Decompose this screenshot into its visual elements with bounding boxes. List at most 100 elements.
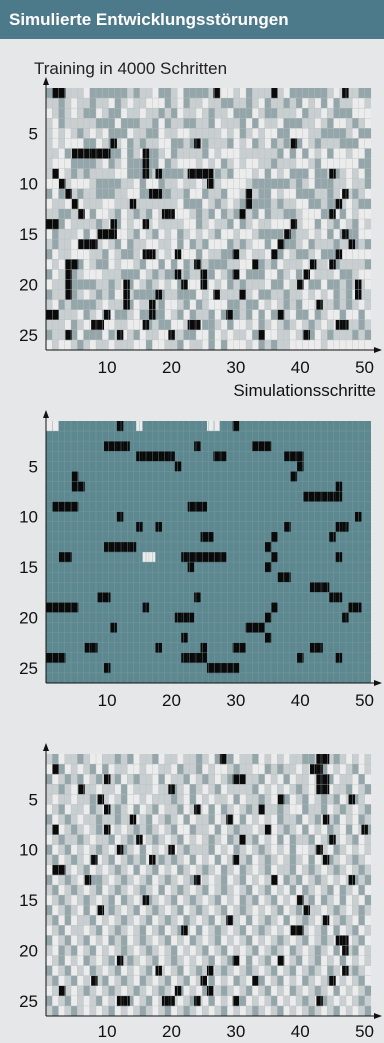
heatmap-cell — [177, 864, 184, 875]
heatmap-cell — [83, 128, 90, 139]
heatmap-cell — [108, 309, 115, 320]
heatmap-cell — [196, 754, 203, 765]
heatmap-cell — [58, 895, 65, 906]
heatmap-cell — [133, 975, 140, 986]
heatmap-cell — [283, 198, 290, 209]
heatmap-cell — [177, 854, 184, 865]
heatmap-cell — [271, 794, 278, 805]
heatmap-cell — [83, 269, 90, 280]
heatmap-cell — [202, 854, 209, 865]
heatmap-cell — [108, 88, 115, 99]
heatmap-cell — [221, 965, 228, 976]
heatmap-cell — [339, 138, 347, 149]
x-tick-label: 20 — [162, 691, 181, 710]
heatmap-cell — [283, 764, 290, 775]
heatmap-cell — [239, 309, 247, 320]
heatmap-cell — [227, 925, 234, 936]
heatmap-cell — [283, 279, 290, 290]
heatmap-cell — [77, 198, 84, 209]
heatmap-cell — [177, 128, 184, 139]
heatmap-cell — [289, 188, 297, 199]
heatmap-cell — [58, 208, 65, 220]
heatmap-cell — [114, 239, 122, 250]
heatmap-cell — [114, 188, 122, 199]
heatmap-cell — [139, 814, 147, 825]
heatmap-cell — [114, 269, 122, 280]
heatmap-cell — [77, 289, 84, 300]
heatmap-cell — [158, 925, 165, 936]
heatmap-cell — [252, 784, 259, 795]
heatmap-cell — [277, 905, 284, 916]
heatmap-cell-black — [52, 864, 59, 876]
heatmap-cell — [264, 239, 272, 250]
heatmap-cell — [233, 158, 240, 169]
heatmap-cell — [277, 1005, 284, 1017]
heatmap-cell — [58, 259, 65, 270]
heatmap-cell — [202, 985, 209, 996]
heatmap-cell — [83, 764, 90, 775]
heatmap-cell — [121, 784, 128, 795]
heatmap-cell — [127, 239, 134, 250]
heatmap-cell — [127, 188, 134, 199]
heatmap-cell — [346, 128, 353, 139]
heatmap-cell — [58, 824, 65, 835]
heatmap-cell — [46, 259, 53, 270]
heatmap-cell-black — [97, 229, 105, 240]
heatmap-cell-black — [264, 824, 272, 835]
heatmap-cell — [333, 259, 340, 270]
heatmap-cell — [258, 249, 265, 260]
heatmap-cell — [121, 208, 128, 220]
heatmap-cell-black — [110, 229, 117, 240]
heatmap-cell — [46, 995, 53, 1006]
heatmap-cell — [221, 895, 228, 906]
heatmap-cell — [339, 885, 347, 896]
heatmap-cell — [58, 219, 65, 230]
heatmap-cell — [158, 975, 165, 986]
heatmap-cell — [277, 128, 284, 139]
heatmap-cell — [133, 925, 140, 936]
heatmap-cell — [114, 885, 122, 896]
heatmap-cell — [139, 955, 147, 966]
heatmap-cell — [233, 985, 240, 996]
heatmap-cell — [177, 764, 184, 775]
x-tick-label: 30 — [226, 1022, 245, 1041]
heatmap-cell — [352, 784, 359, 795]
x-tick-label: 10 — [98, 691, 117, 710]
heatmap-cell — [189, 259, 197, 270]
heatmap-cell — [189, 834, 197, 845]
heatmap-cell-black — [194, 804, 201, 815]
heatmap-cell-black — [71, 481, 79, 492]
heatmap-cell-black — [181, 925, 188, 936]
heatmap-cell — [358, 854, 365, 865]
heatmap-cell — [327, 289, 334, 300]
heatmap-cell — [314, 88, 322, 99]
heatmap-cell — [221, 955, 228, 966]
heatmap-cell — [189, 88, 197, 99]
heatmap-cell — [77, 935, 84, 946]
heatmap-cell — [302, 259, 309, 270]
x-tick-label: 40 — [291, 358, 310, 377]
heatmap-cell — [233, 804, 240, 815]
heatmap-cell — [358, 178, 365, 189]
heatmap-cell — [108, 198, 115, 209]
heatmap-cell — [196, 915, 203, 926]
heatmap-cell — [164, 339, 172, 351]
heatmap-cell — [64, 995, 72, 1006]
heatmap-cell — [214, 864, 222, 875]
heatmap-cell — [58, 108, 65, 119]
heatmap-cell — [289, 935, 297, 946]
heatmap-cell-black — [252, 622, 259, 633]
heatmap-cell — [327, 128, 334, 139]
heatmap-cell-black — [200, 168, 207, 179]
heatmap-cell — [246, 895, 253, 906]
x-tick-label: 10 — [98, 1022, 117, 1041]
heatmap-cell — [164, 279, 172, 290]
heatmap-cell-black — [316, 784, 323, 795]
heatmap-cell — [314, 895, 322, 906]
heatmap-cell — [71, 128, 78, 139]
heatmap-cell — [46, 804, 53, 815]
heatmap-cell — [189, 108, 197, 119]
heatmap-cell — [364, 178, 372, 189]
heatmap-cell — [71, 814, 78, 825]
heatmap-cell — [196, 339, 203, 351]
